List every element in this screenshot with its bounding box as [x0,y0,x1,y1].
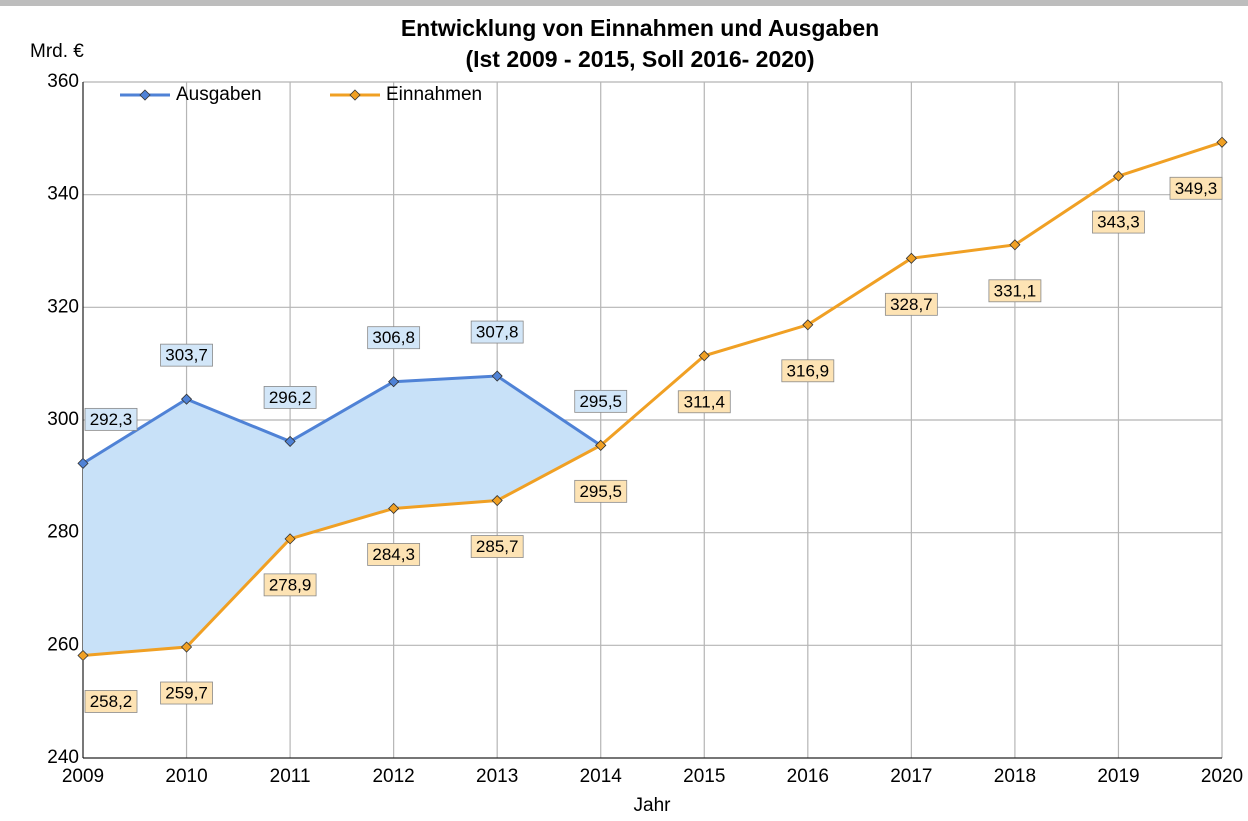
data-label: 258,2 [90,692,133,711]
data-label: 307,8 [476,323,519,342]
legend-marker [139,89,151,101]
data-label: 278,9 [269,575,312,594]
marker [388,376,400,388]
marker [388,502,400,515]
marker [1009,239,1021,251]
data-label-box [84,407,138,431]
marker [77,649,89,662]
data-label: 316,9 [787,361,830,380]
x-tick-label: 2018 [994,766,1036,787]
data-label: 285,7 [476,537,519,556]
marker [905,252,917,264]
x-tick-label: 2009 [62,766,104,787]
y-tick-label: 300 [47,409,79,430]
y-tick-label: 260 [47,634,79,655]
data-label: 331,1 [994,281,1037,300]
area-between [83,376,601,656]
marker [284,533,296,545]
data-label: 343,3 [1097,213,1140,232]
marker [595,439,607,451]
data-label: 303,7 [165,346,208,365]
data-label-box [263,386,317,409]
data-label-box [574,479,628,503]
legend-marker [349,89,361,101]
y-tick-label: 360 [47,71,79,92]
marker [1112,170,1125,182]
x-tick-label: 2013 [476,766,518,787]
marker [180,641,193,653]
x-tick-label: 2014 [580,766,623,787]
data-label-box [1092,210,1145,234]
marker [180,393,193,405]
data-label: 311,4 [684,392,725,411]
data-label: 259,7 [165,684,208,703]
y-axis-label: Mrd. € [30,41,84,62]
data-label: 296,2 [269,388,312,407]
data-label: 284,3 [372,545,415,564]
marker [698,350,710,362]
data-label: 306,8 [372,328,415,347]
y-tick-label: 340 [47,184,79,205]
data-label: 349,3 [1175,179,1218,198]
marker [491,370,503,382]
series-line [82,374,602,465]
data-label-box [263,573,317,597]
data-label: 292,3 [90,410,133,429]
marker [77,457,89,469]
data-label: 328,7 [890,295,933,314]
data-label-box [781,359,835,383]
marker [284,435,296,447]
marker [1216,136,1228,148]
top-bar [0,0,1248,6]
chart-title: Entwicklung von Einnahmen und Ausgaben [401,15,879,41]
y-tick-label: 280 [47,522,79,543]
x-tick-label: 2019 [1097,766,1139,787]
data-label-box [677,390,731,414]
data-label-box [367,326,421,350]
data-label-box [160,343,213,367]
x-tick-label: 2010 [165,766,207,787]
y-tick-label: 240 [47,747,79,768]
data-label-box [470,535,524,558]
marker [491,494,503,507]
x-tick-label: 2012 [372,766,414,787]
chart-subtitle: (Ist 2009 - 2015, Soll 2016- 2020) [465,46,814,72]
data-label-box [84,690,138,713]
data-label-box [160,681,213,705]
marker [802,319,814,331]
x-tick-label: 2011 [270,766,311,787]
x-tick-label: 2017 [890,766,932,787]
data-label-box [367,543,421,566]
x-tick-label: 2015 [683,766,725,787]
data-label-box [884,292,938,316]
data-label-box [988,279,1042,303]
series-line [82,140,1223,657]
legend-label: Einnahmen [386,84,482,105]
data-label-box [470,320,524,344]
x-tick-label: 2016 [787,766,829,787]
data-label: 295,5 [579,392,622,411]
y-tick-label: 320 [47,296,79,317]
data-label: 295,5 [579,482,622,501]
data-label-box [574,389,628,413]
x-axis-label: Jahr [634,795,672,816]
x-tick-label: 2020 [1201,766,1243,787]
data-label-box [1169,176,1223,200]
legend-label: Ausgaben [176,84,262,105]
